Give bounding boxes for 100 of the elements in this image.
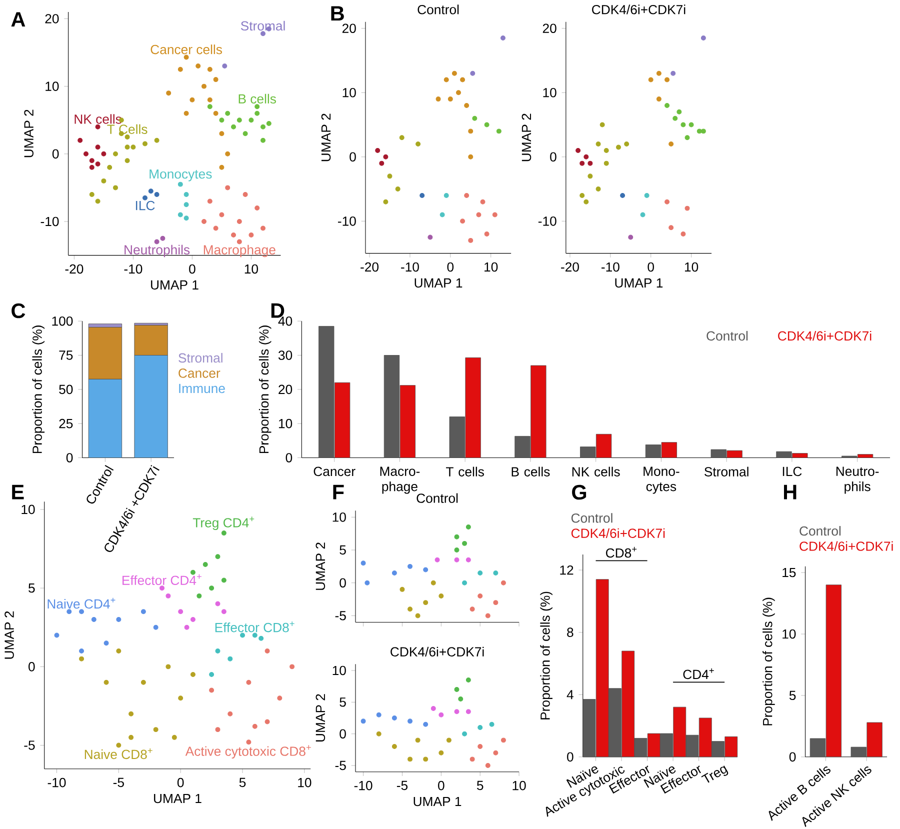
point [648,77,654,82]
point [493,600,498,605]
y-tick-label: 10 [332,512,346,522]
point [154,138,160,143]
point [379,160,384,166]
x-tick-label: 0 [189,264,196,274]
text: G [572,484,586,500]
point [242,131,248,136]
y-axis-title: Proportion of cells (%) [258,325,272,453]
point [190,97,195,102]
series-label: Naive CD8$^{+}$ [84,748,152,759]
point [178,182,183,187]
point [454,557,460,562]
point [154,192,160,197]
series-label: Effector CD8$^{+}$ [215,621,294,632]
point [392,570,397,576]
point [408,756,413,762]
point [178,696,184,701]
point [460,77,466,82]
x-axis-title: UMAP 1 [154,794,202,804]
point [160,236,166,241]
y-axis-title: Proportion of cells (%) [540,592,552,720]
point [91,616,96,622]
x-tick-label: -5 [396,780,408,790]
y-tick-label: 20 [45,14,59,24]
point [688,122,694,128]
y-tick-label: 20 [342,24,356,33]
series-label: Monocytes [150,169,212,182]
x-axis-title: UMAP 1 [151,280,198,290]
x-tick-label: 10 [484,262,498,272]
point [423,722,428,727]
point [124,144,130,150]
point [178,66,183,72]
point [196,63,201,68]
point [207,198,212,204]
y-tick-label: 4 [566,690,574,700]
point [130,144,136,150]
point [221,578,226,583]
point [472,116,478,121]
point [383,154,388,160]
y-tick-label: -10 [338,216,356,226]
point [95,198,100,204]
point [116,648,122,654]
point [580,192,585,198]
x-tick-label: 5 [476,780,484,790]
y-tick-label: 5 [789,690,796,700]
y-axis-title: UMAP 2 [24,110,34,158]
point [428,234,433,240]
y-tick-label: -5 [335,611,346,620]
x-tick-label: T cells [446,466,484,476]
point [184,202,189,208]
point [596,141,601,146]
point [254,205,260,210]
point [184,624,190,630]
point [466,557,471,562]
point [423,756,428,762]
point [252,724,258,729]
point [415,738,420,743]
y-tick-label: 0 [52,149,59,158]
x-tick-label: 10 [684,262,698,272]
point [484,122,490,128]
point [446,738,452,743]
x-tick-label: 0 [177,778,184,788]
point [460,218,466,224]
point [584,199,589,204]
point [209,672,214,677]
x-tick-label: Cancer [314,466,356,476]
point [225,185,230,190]
text: CDK4/6i+CDK7i [800,541,893,551]
series-label: Effector CD4$^{+}$ [122,574,202,585]
x-tick-label: Treg [701,765,728,783]
x-tick-label: 10 [512,780,526,790]
point [464,192,470,198]
y-axis-title: UMAP 2 [522,114,532,162]
text: E [12,484,24,500]
text: CDK4/6i+CDK7i [571,528,665,538]
series-label: Cancer [178,368,220,378]
series-label: Neutrophils [124,244,190,258]
x-tick-label: Stromal [704,466,748,476]
point [672,116,678,121]
point [184,54,189,60]
point [387,174,392,179]
point [231,232,236,238]
point [258,636,264,641]
text: F [333,484,344,500]
point [360,560,366,566]
point [696,128,702,134]
point [604,160,609,166]
y-tick-label: 10 [46,82,59,91]
chart-title: CDK4/6i+CDK7i [592,4,686,14]
x-tick-label: -5 [113,778,124,788]
point [166,90,172,96]
point [430,706,436,711]
point [415,613,420,618]
point [628,234,634,240]
point [436,96,441,102]
point [178,609,184,614]
y-tick-label: 40 [278,316,292,326]
x-tick-label: 5 [239,778,246,788]
point [89,164,94,170]
